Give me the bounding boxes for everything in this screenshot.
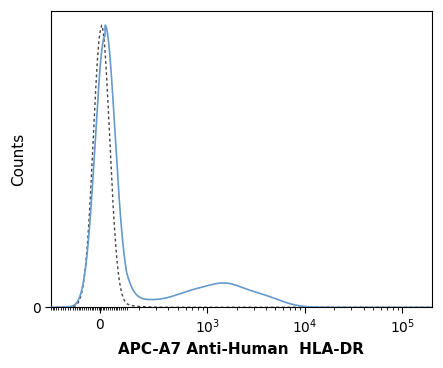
X-axis label: APC-A7 Anti-Human  HLA-DR: APC-A7 Anti-Human HLA-DR — [118, 342, 364, 357]
Y-axis label: Counts: Counts — [11, 132, 26, 186]
